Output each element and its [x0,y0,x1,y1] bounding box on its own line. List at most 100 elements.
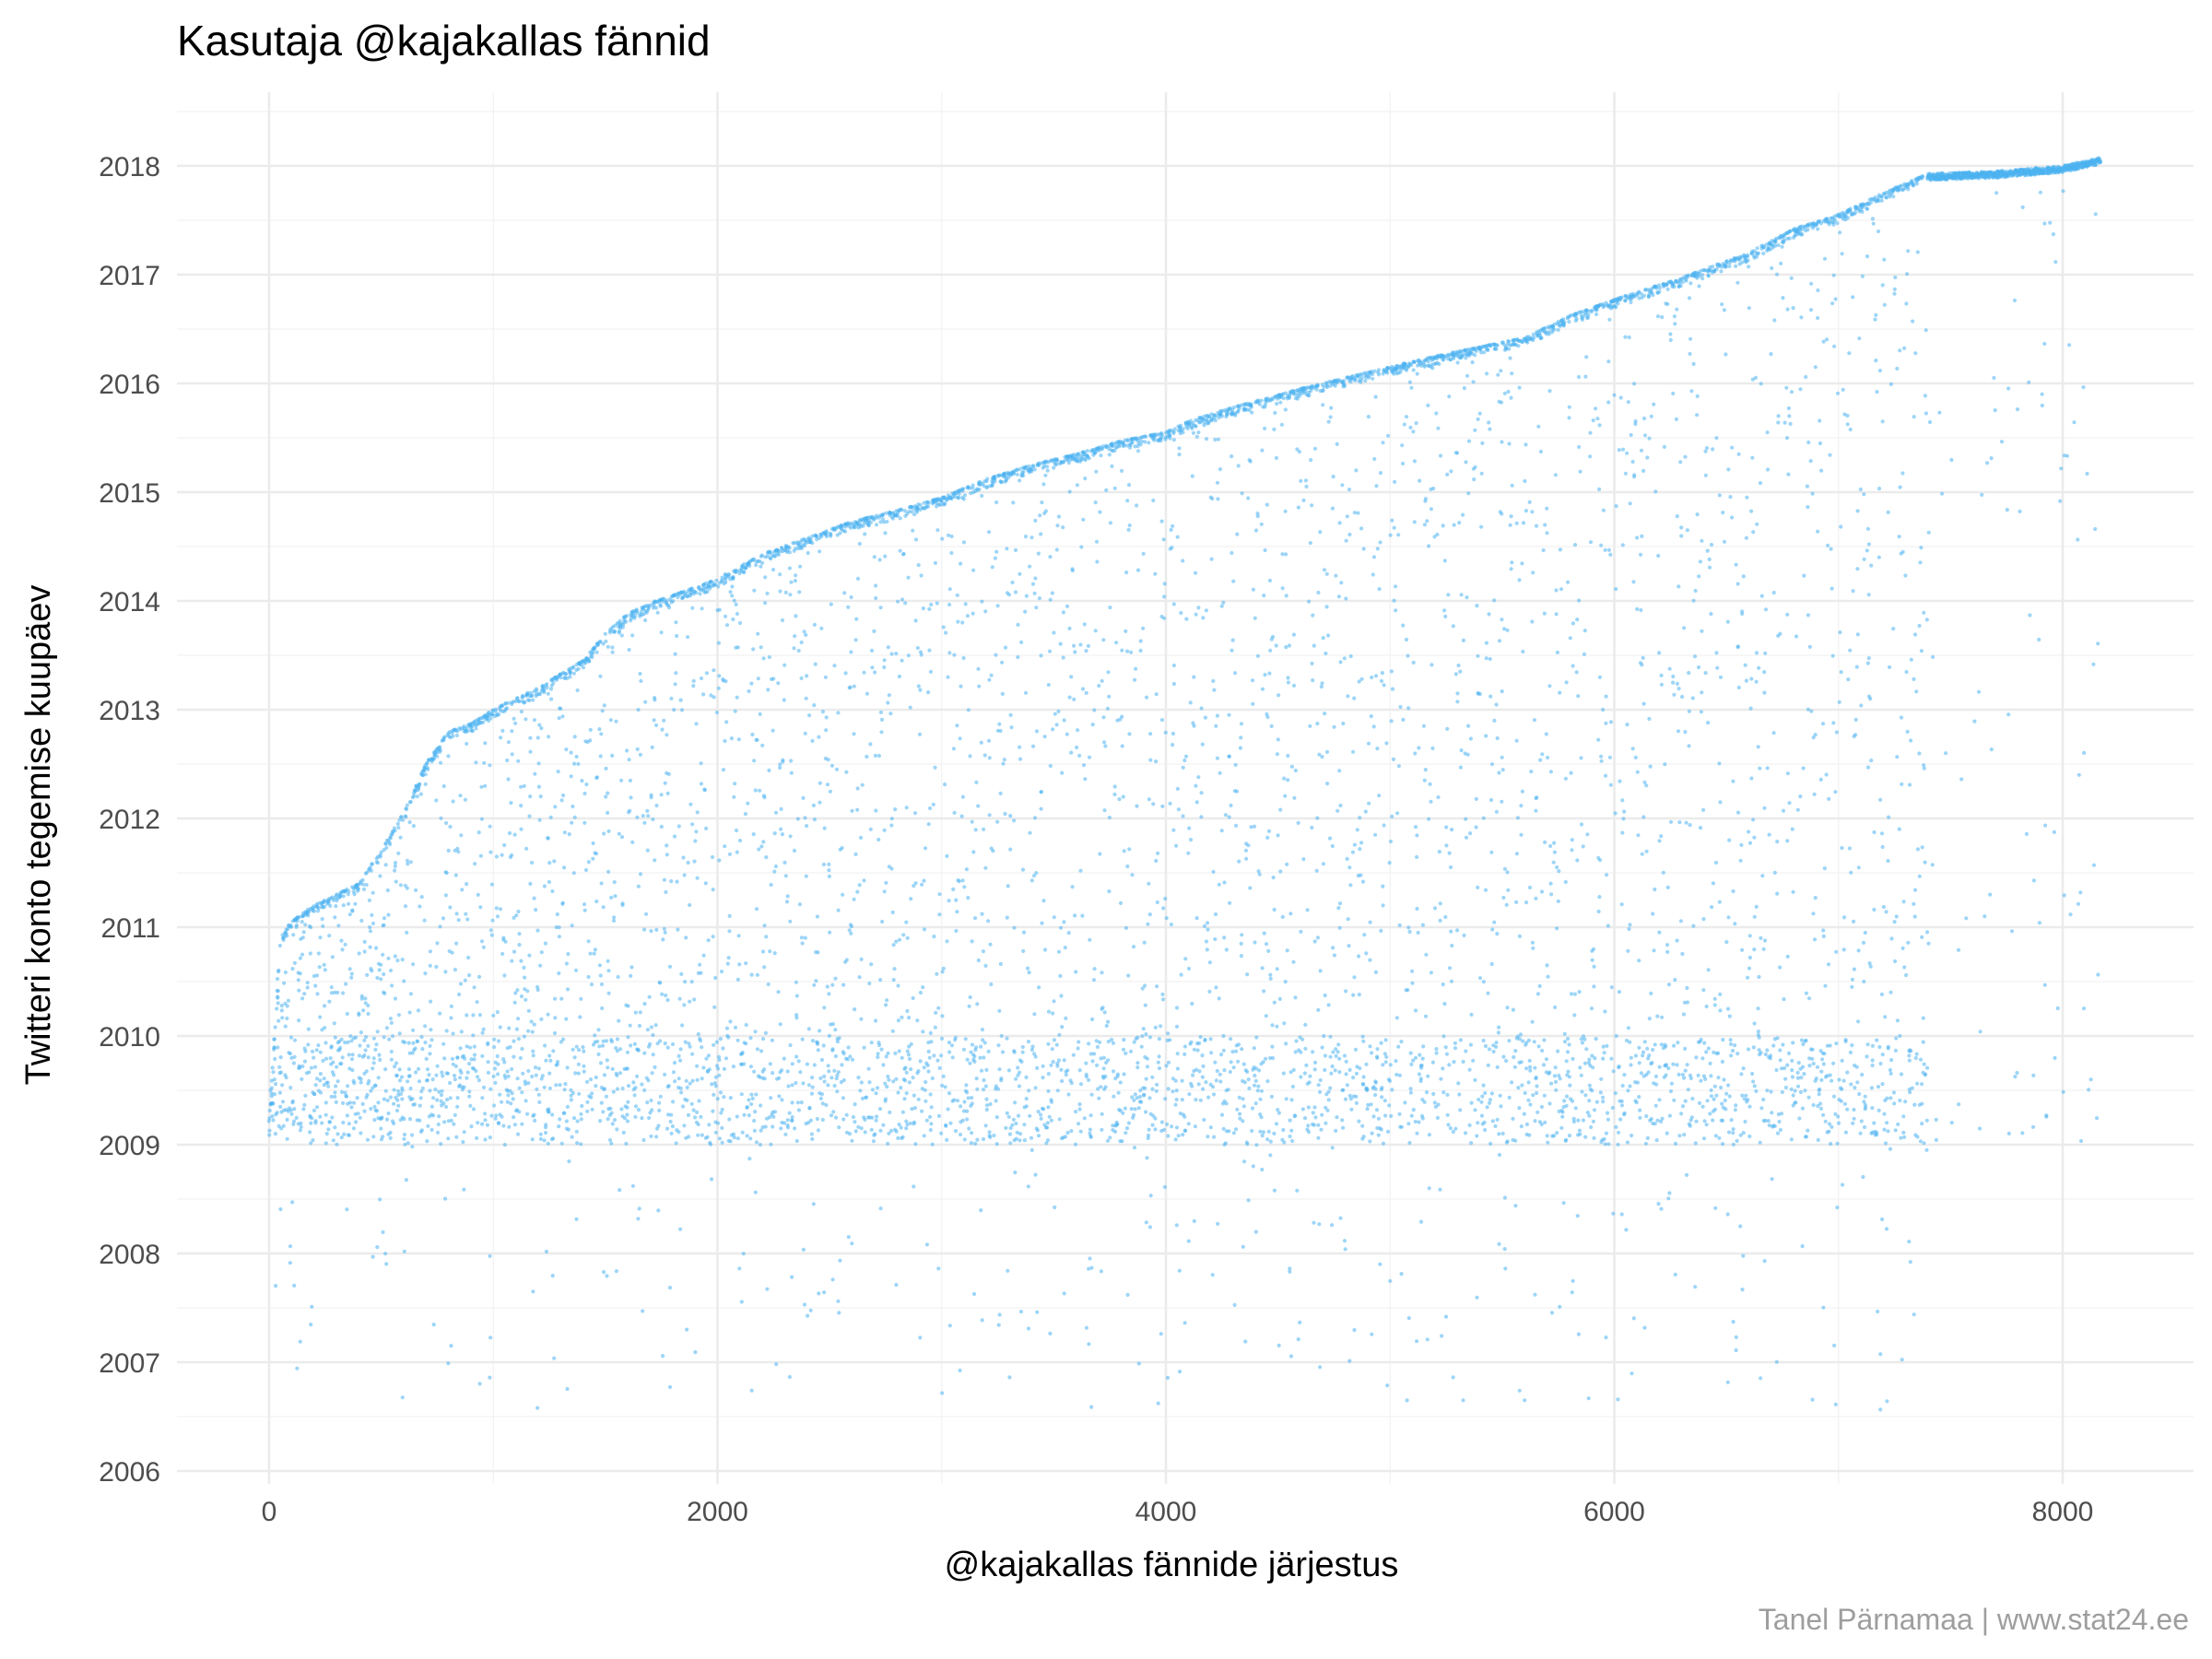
data-point [790,1100,794,1105]
data-point [858,1088,863,1093]
data-point [793,634,797,639]
data-point [451,1062,455,1066]
data-point [788,593,793,597]
data-point [967,1126,971,1131]
data-point [585,1100,590,1104]
data-point [1008,712,1013,718]
data-point [405,803,409,807]
data-point [1130,441,1135,445]
data-point [324,1041,328,1045]
data-point [343,1090,347,1095]
data-point [713,1075,718,1079]
data-point [846,1235,851,1240]
data-point [1329,1071,1334,1076]
data-point [1205,947,1209,952]
data-point [335,1065,339,1069]
data-point [606,644,610,649]
data-point [408,1086,413,1091]
data-point [857,541,862,547]
data-point [1321,862,1325,866]
data-point [316,1043,321,1048]
data-point [388,1095,393,1100]
data-point [1039,653,1043,658]
data-point [278,1206,283,1212]
data-point [270,1114,275,1119]
data-point [1143,440,1147,444]
data-point [1291,632,1296,637]
data-point [916,1097,921,1101]
data-point [761,656,766,661]
data-point [410,1133,415,1137]
data-point [727,852,733,856]
data-point [377,1053,382,1057]
data-point [1245,972,1250,977]
data-point [611,1089,616,1094]
data-point [1326,1003,1331,1007]
data-point [1261,1130,1265,1135]
data-point [807,1105,812,1111]
data-point [935,601,939,606]
data-point [1106,1019,1111,1024]
data-point [601,1110,606,1114]
data-point [1121,1047,1126,1052]
data-point [841,892,845,897]
data-point [572,735,577,739]
data-point [869,648,875,653]
data-point [989,673,994,677]
data-point [1083,477,1088,481]
data-point [1091,978,1097,982]
data-point [830,982,835,987]
data-point [1111,1069,1116,1074]
data-point [749,681,754,686]
data-point [1240,1047,1244,1052]
data-point [1347,944,1351,948]
data-point [1124,629,1128,634]
data-point [759,844,764,849]
data-point [571,665,576,669]
data-point [609,1141,614,1146]
data-point [1269,1094,1274,1099]
data-point [529,1019,534,1024]
data-point [1049,1100,1054,1104]
data-point [1182,758,1187,763]
data-point [359,1077,363,1081]
data-point [1039,1112,1043,1117]
data-point [1341,721,1346,726]
data-point [1041,1064,1045,1068]
data-point [327,999,332,1004]
data-point [706,1053,712,1058]
data-point [598,674,603,678]
data-point [1144,1077,1148,1081]
data-point [1129,1107,1134,1112]
data-point [606,1065,610,1070]
data-point [1299,929,1303,935]
data-point [1360,879,1366,884]
data-point [1228,1069,1232,1075]
data-point [771,728,775,733]
data-point [981,1038,985,1042]
data-point [357,1013,361,1018]
data-point [705,1135,710,1139]
data-point [727,1117,732,1122]
data-point [1204,608,1208,613]
data-point [338,893,343,899]
data-point [1281,396,1286,401]
data-point [1312,1105,1317,1110]
data-point [1212,1135,1217,1139]
data-point [854,617,859,621]
data-point [1320,1112,1324,1117]
data-point [366,1055,371,1060]
data-point [719,970,724,974]
data-point [355,1096,359,1100]
data-point [709,1177,714,1182]
data-point [975,1002,980,1006]
data-point [1283,407,1288,412]
data-point [794,1054,799,1059]
data-point [292,1283,297,1288]
data-point [1192,724,1196,728]
data-point [836,1299,841,1303]
data-point [1033,1054,1038,1059]
data-point [588,951,593,956]
data-point [285,1117,289,1122]
data-point [360,877,365,882]
